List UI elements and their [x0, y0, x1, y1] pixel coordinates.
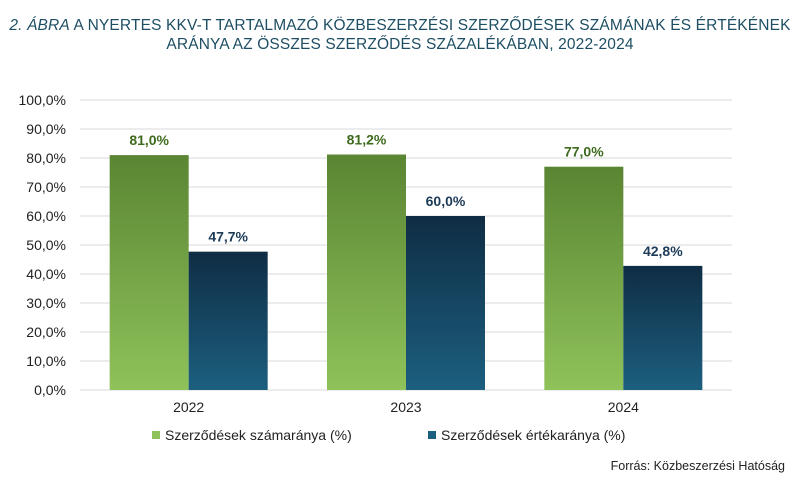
- x-tick-label: 2022: [173, 399, 204, 415]
- legend-swatch: [152, 431, 160, 439]
- legend-label: Szerződések értékaránya (%): [441, 427, 625, 443]
- y-tick-label: 80,0%: [26, 150, 66, 166]
- y-tick-label: 0,0%: [34, 382, 66, 398]
- title-line-2: ARÁNYA AZ ÖSSZES SZERZŐDÉS SZÁZALÉKÁBAN,…: [166, 36, 634, 53]
- data-label: 47,7%: [208, 229, 248, 245]
- bar-value-share-2022: [188, 251, 268, 390]
- legend: Szerződések számaránya (%) Szerződések ér…: [152, 427, 625, 443]
- y-tick-label: 60,0%: [26, 208, 66, 224]
- x-axis: 2022 2023 2024: [173, 399, 639, 415]
- title-line-1: A NYERTES KKV-T TARTALMAZÓ KÖZBESZERZÉSI…: [73, 17, 791, 34]
- y-tick-label: 70,0%: [26, 179, 66, 195]
- bar-count-share-2022: [109, 155, 189, 390]
- y-tick-label: 30,0%: [26, 295, 66, 311]
- legend-label: Szerződések számaránya (%): [165, 427, 352, 443]
- x-tick-label: 2023: [390, 399, 421, 415]
- legend-swatch: [428, 431, 436, 439]
- y-tick-label: 20,0%: [26, 324, 66, 340]
- data-label: 77,0%: [564, 144, 604, 160]
- data-label: 81,0%: [129, 132, 169, 148]
- bar-value-share-2024: [623, 265, 703, 390]
- data-labels: 81,0% 47,7% 81,2% 60,0% 77,0% 42,8%: [129, 132, 683, 259]
- y-tick-label: 90,0%: [26, 121, 66, 137]
- bar-count-share-2023: [327, 154, 406, 390]
- data-label: 60,0%: [426, 193, 466, 209]
- data-label: 81,2%: [347, 132, 387, 148]
- bar-count-share-2024: [544, 166, 624, 390]
- y-tick-label: 50,0%: [26, 237, 66, 253]
- chart-title: 2. ÁBRA A NYERTES KKV-T TARTALMAZÓ KÖZBE…: [0, 16, 800, 54]
- bars: [109, 154, 703, 390]
- y-axis: 0,0% 10,0% 20,0% 30,0% 40,0% 50,0% 60,0% 70,0% 8…: [19, 92, 66, 398]
- y-tick-label: 40,0%: [26, 266, 66, 282]
- data-label: 42,8%: [643, 243, 683, 259]
- source-note: Forrás: Közbeszerzési Hatóság: [610, 459, 785, 473]
- bar-value-share-2023: [406, 216, 485, 390]
- x-tick-label: 2024: [608, 399, 639, 415]
- y-tick-label: 100,0%: [19, 92, 66, 108]
- figure-label: 2. ÁBRA: [9, 17, 70, 34]
- y-tick-label: 10,0%: [26, 353, 66, 369]
